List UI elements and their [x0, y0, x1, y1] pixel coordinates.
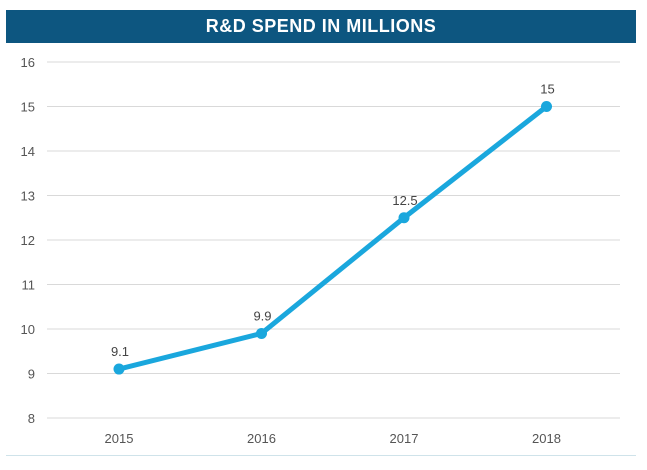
data-point-2016: [256, 327, 267, 339]
y-tick-label: 16: [21, 55, 35, 70]
chart-title: R&D SPEND IN MILLIONS: [205, 16, 437, 36]
chart-title-bar: R&D SPEND IN MILLIONS: [6, 10, 636, 43]
y-tick-label: 10: [21, 322, 35, 337]
data-label-2018: 15: [540, 82, 554, 97]
x-tick-label-2017: 2017: [390, 431, 419, 446]
y-tick-label: 15: [21, 100, 35, 115]
series-line: [116, 104, 549, 372]
bottom-divider: [6, 455, 636, 456]
x-tick-label-2018: 2018: [532, 431, 561, 446]
data-label-2016: 9.9: [253, 308, 271, 323]
data-label-2017: 12.5: [392, 193, 417, 208]
data-point-2018: [541, 101, 552, 112]
data-point-2015: [113, 363, 125, 375]
data-point-2017: [398, 212, 410, 224]
y-tick-label: 8: [28, 411, 35, 426]
y-tick-label: 9: [28, 367, 35, 382]
x-tick-label-2015: 2015: [105, 431, 134, 446]
y-tick-label: 14: [21, 144, 35, 159]
data-label-2015: 9.1: [111, 344, 129, 359]
y-tick-label: 13: [21, 189, 35, 204]
y-tick-label: 11: [22, 278, 36, 293]
x-tick-label-2016: 2016: [247, 431, 276, 446]
y-tick-label: 12: [21, 233, 35, 248]
